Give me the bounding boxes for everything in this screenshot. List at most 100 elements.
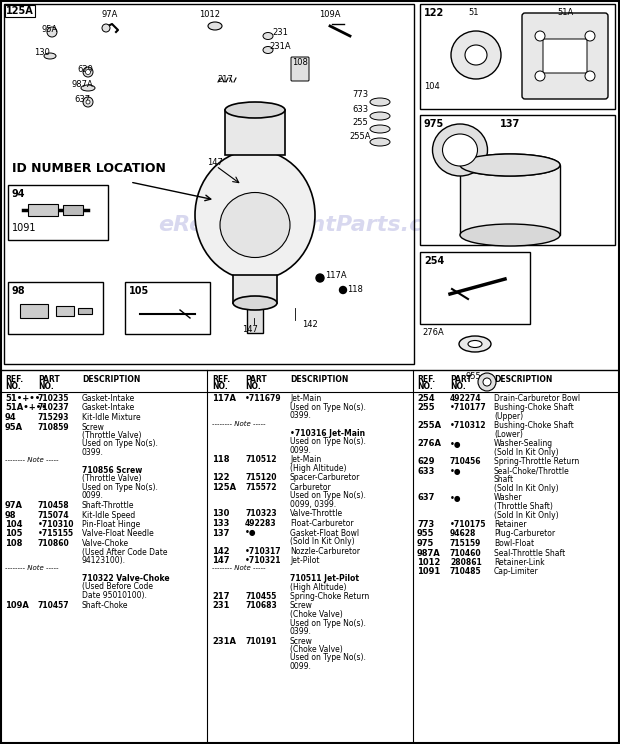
Text: 633: 633	[352, 105, 368, 114]
Text: 773: 773	[417, 520, 434, 529]
Text: 137: 137	[500, 119, 520, 129]
Text: 217: 217	[212, 592, 229, 601]
Text: 255A: 255A	[417, 422, 441, 431]
FancyBboxPatch shape	[543, 39, 587, 73]
Text: Date 95010100).: Date 95010100).	[82, 591, 147, 600]
Text: (Lower): (Lower)	[494, 430, 523, 439]
Ellipse shape	[208, 22, 222, 30]
Text: 710485: 710485	[450, 568, 482, 577]
Text: 710683: 710683	[245, 601, 277, 611]
Text: Spring-Choke Return: Spring-Choke Return	[290, 592, 370, 601]
Text: 142: 142	[212, 547, 229, 556]
Text: 125A: 125A	[212, 483, 236, 492]
Text: (Sold In Kit Only): (Sold In Kit Only)	[494, 510, 559, 519]
Text: Bowl-Float: Bowl-Float	[494, 539, 534, 548]
Text: Seal-Throttle Shaft: Seal-Throttle Shaft	[494, 548, 565, 557]
Text: Float-Carburetor: Float-Carburetor	[290, 519, 353, 528]
Text: 94628: 94628	[450, 530, 476, 539]
Text: NO.: NO.	[212, 382, 228, 391]
Bar	[8, 185, 108, 240]
Text: Pin-Float Hinge: Pin-Float Hinge	[82, 520, 140, 529]
Bar	[460, 165, 560, 235]
Text: NO.: NO.	[417, 382, 433, 391]
Text: 280861: 280861	[450, 558, 482, 567]
Text: (Throttle Valve): (Throttle Valve)	[82, 475, 141, 484]
Text: 147: 147	[212, 556, 229, 565]
Bar	[4, 4, 414, 364]
Text: Gasket-Intake: Gasket-Intake	[82, 394, 135, 403]
Text: 51: 51	[469, 8, 479, 17]
Text: Used on Type No(s).: Used on Type No(s).	[82, 440, 158, 449]
Text: 255: 255	[417, 403, 435, 412]
Text: DESCRIPTION: DESCRIPTION	[290, 375, 348, 384]
Text: DESCRIPTION: DESCRIPTION	[82, 375, 140, 384]
Circle shape	[86, 100, 90, 104]
Circle shape	[47, 27, 57, 37]
Text: Gasket-Intake: Gasket-Intake	[82, 403, 135, 412]
Text: Shaft-Choke: Shaft-Choke	[82, 600, 128, 609]
Text: REF.: REF.	[212, 375, 230, 384]
Text: 51•+••: 51•+••	[5, 394, 40, 403]
Text: Washer-Sealing: Washer-Sealing	[494, 440, 553, 449]
Circle shape	[316, 274, 324, 282]
Circle shape	[478, 373, 496, 391]
Text: Jet-Pilot: Jet-Pilot	[290, 556, 319, 565]
Text: 987A: 987A	[417, 548, 441, 557]
Ellipse shape	[263, 33, 273, 39]
Text: 217: 217	[217, 75, 233, 84]
Text: 1091: 1091	[12, 223, 37, 233]
Text: Jet-Main: Jet-Main	[290, 455, 321, 464]
Text: (Upper): (Upper)	[494, 412, 523, 421]
Ellipse shape	[459, 336, 491, 352]
Text: 710512: 710512	[245, 455, 277, 464]
Bar	[20, 304, 48, 318]
Text: Seal-Choke/Throttle: Seal-Choke/Throttle	[494, 467, 570, 476]
Bar	[56, 306, 74, 316]
Ellipse shape	[81, 85, 95, 91]
Text: 97A: 97A	[102, 10, 118, 19]
Ellipse shape	[460, 224, 560, 246]
Ellipse shape	[460, 154, 560, 176]
Text: (Choke Valve): (Choke Valve)	[290, 610, 343, 619]
Bar	[28, 204, 58, 216]
Text: •710177: •710177	[450, 403, 487, 412]
Text: Valve-Throttle: Valve-Throttle	[290, 510, 343, 519]
Ellipse shape	[465, 45, 487, 65]
Text: (Throttle Valve): (Throttle Valve)	[82, 431, 141, 440]
Text: 1012: 1012	[417, 558, 440, 567]
Text: 147: 147	[242, 325, 258, 334]
Text: 276A: 276A	[422, 328, 444, 337]
Text: NO.: NO.	[5, 382, 20, 391]
Circle shape	[585, 31, 595, 41]
Text: •●: •●	[450, 467, 461, 476]
Text: 715159: 715159	[450, 539, 481, 548]
Text: •711679: •711679	[245, 394, 281, 403]
Text: Plug-Carburetor: Plug-Carburetor	[494, 530, 555, 539]
Text: 95A: 95A	[5, 423, 23, 432]
Text: (High Altitude): (High Altitude)	[290, 583, 347, 591]
Text: 492274: 492274	[450, 394, 482, 403]
Circle shape	[83, 97, 93, 107]
Text: REF.: REF.	[417, 375, 435, 384]
Text: 715074: 715074	[38, 510, 69, 519]
Text: 1091: 1091	[417, 568, 440, 577]
Text: NO.: NO.	[38, 382, 54, 391]
Text: 0099, 0399.: 0099, 0399.	[290, 500, 336, 509]
Text: 105: 105	[5, 530, 22, 539]
Text: 117A: 117A	[325, 272, 347, 280]
Text: 97A: 97A	[5, 501, 23, 510]
Text: (High Altitude): (High Altitude)	[290, 464, 347, 473]
Ellipse shape	[44, 53, 56, 59]
Text: Valve-Choke: Valve-Choke	[82, 539, 129, 548]
Text: Used on Type No(s).: Used on Type No(s).	[290, 437, 366, 446]
Ellipse shape	[443, 134, 477, 166]
Bar	[225, 110, 285, 155]
Text: 147: 147	[207, 158, 223, 167]
Ellipse shape	[451, 31, 501, 79]
Ellipse shape	[370, 98, 390, 106]
Text: Used on Type No(s).: Used on Type No(s).	[290, 403, 366, 411]
Text: 975: 975	[424, 119, 445, 129]
Bar	[63, 205, 83, 215]
Text: Valve-Float Needle: Valve-Float Needle	[82, 530, 154, 539]
Text: 109A: 109A	[319, 10, 341, 19]
